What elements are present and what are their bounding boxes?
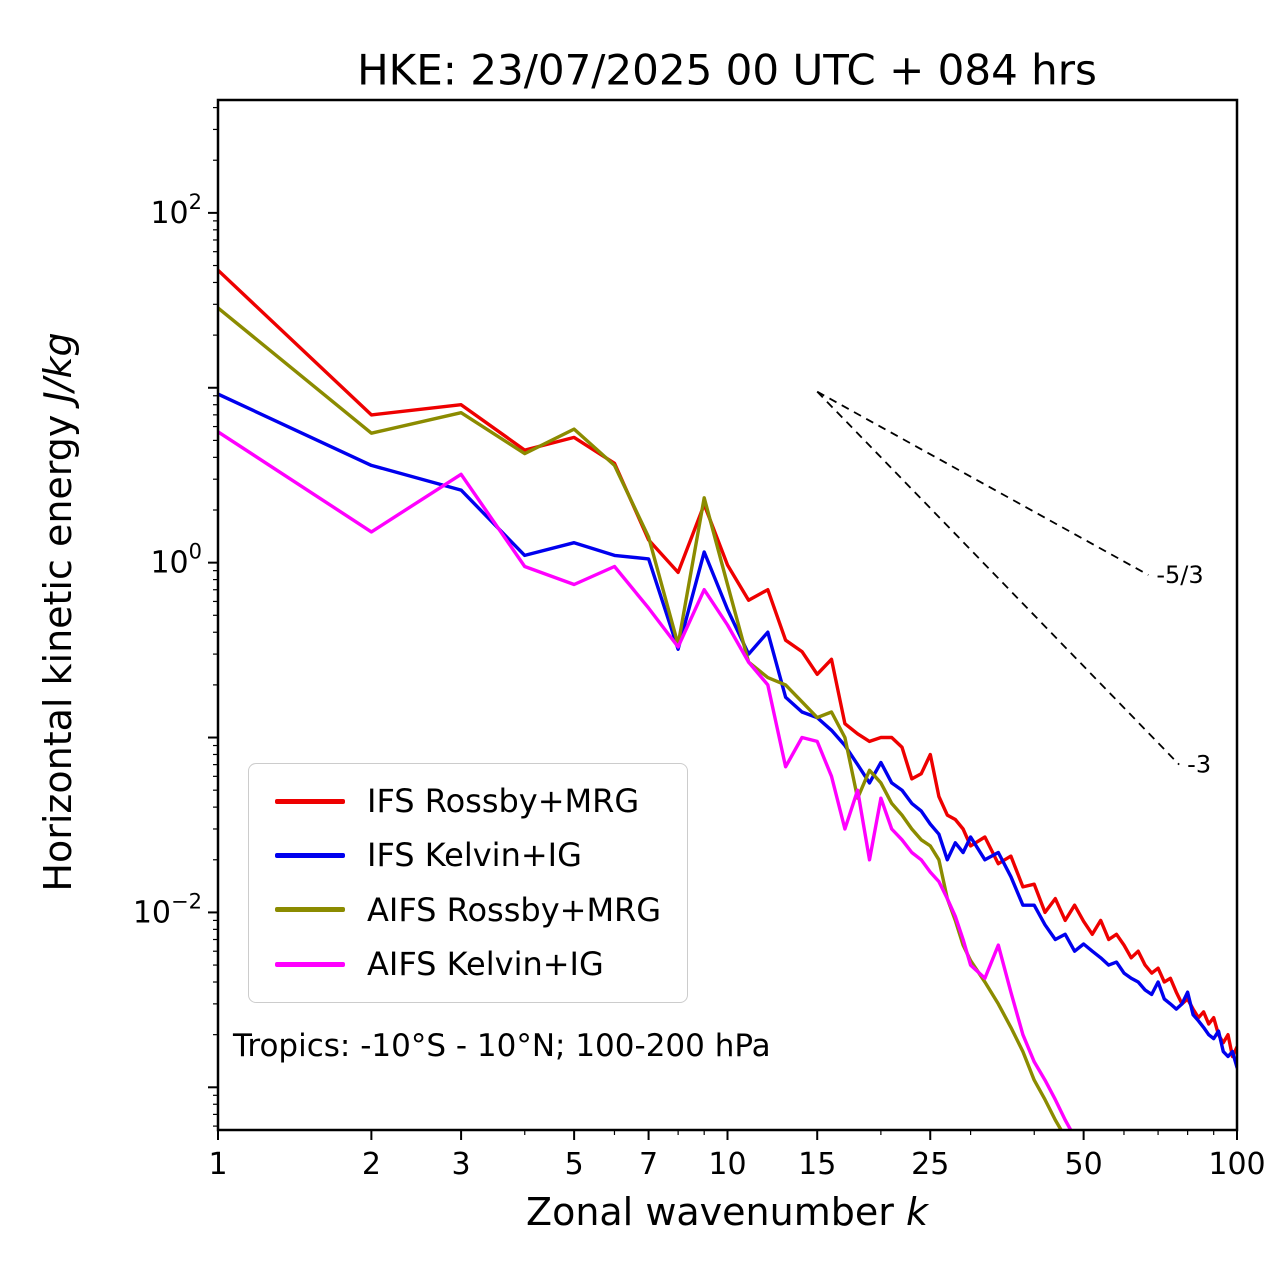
x-tick-label: 1	[208, 1147, 227, 1182]
y-tick-label: 100	[150, 540, 202, 581]
legend-label: AIFS Rossby+MRG	[367, 890, 662, 929]
x-tick-label: 100	[1208, 1147, 1265, 1182]
legend-item-ifs-rossby-mrg: IFS Rossby+MRG	[275, 782, 661, 820]
legend-label: IFS Rossby+MRG	[367, 782, 640, 820]
series-line	[218, 306, 1064, 1130]
y-axis-label-math: J/kg	[36, 332, 80, 403]
reference-line--3	[816, 391, 1180, 766]
reference-line-label: -3	[1187, 751, 1211, 779]
legend: IFS Rossby+MRG IFS Kelvin+IG AIFS Rossby…	[248, 763, 689, 1003]
y-tick-label: 102	[150, 190, 202, 231]
legend-label: IFS Kelvin+IG	[367, 836, 582, 875]
axes-frame	[216, 98, 1239, 1132]
legend-item-ifs-kelvin-ig: IFS Kelvin+IG	[275, 836, 661, 874]
x-tick-label: 3	[452, 1147, 471, 1182]
y-axis-label-text: Horizontal kinetic energy	[36, 402, 80, 892]
x-tick-label: 7	[639, 1147, 658, 1182]
x-axis-label: Zonal wavenumber k	[526, 1190, 928, 1234]
x-tick-label: 25	[911, 1147, 949, 1182]
region-annotation: Tropics: -10°S - 10°N; 100-200 hPa	[233, 1028, 771, 1064]
x-tick-label: 50	[1065, 1147, 1103, 1182]
legend-swatch-aifs-rossby-mrg	[275, 907, 345, 913]
legend-swatch-ifs-kelvin-ig	[275, 853, 345, 859]
legend-swatch-aifs-kelvin-ig	[275, 961, 345, 967]
y-axis-label: Horizontal kinetic energy J/kg	[36, 332, 80, 891]
legend-item-aifs-kelvin-ig: AIFS Kelvin+IG	[275, 945, 661, 983]
reference-line--5-3	[816, 390, 1149, 576]
x-tick-label: 10	[708, 1147, 746, 1182]
series-line	[218, 392, 1237, 1070]
legend-label: AIFS Kelvin+IG	[367, 945, 604, 984]
x-tick-label: 15	[798, 1147, 836, 1182]
legend-swatch-ifs-rossby-mrg	[275, 798, 345, 804]
chart-title: HKE: 23/07/2025 00 UTC + 084 hrs	[357, 45, 1097, 95]
x-axis-label-math: k	[905, 1190, 928, 1234]
legend-item-aifs-rossby-mrg: AIFS Rossby+MRG	[275, 891, 661, 929]
x-axis-label-text: Zonal wavenumber	[526, 1190, 906, 1234]
series-line	[218, 430, 1073, 1130]
x-tick-label: 2	[362, 1147, 381, 1182]
y-tick-label: 10−2	[133, 889, 202, 930]
reference-line-label: -5/3	[1156, 561, 1203, 589]
x-tick-label: 5	[565, 1147, 584, 1182]
